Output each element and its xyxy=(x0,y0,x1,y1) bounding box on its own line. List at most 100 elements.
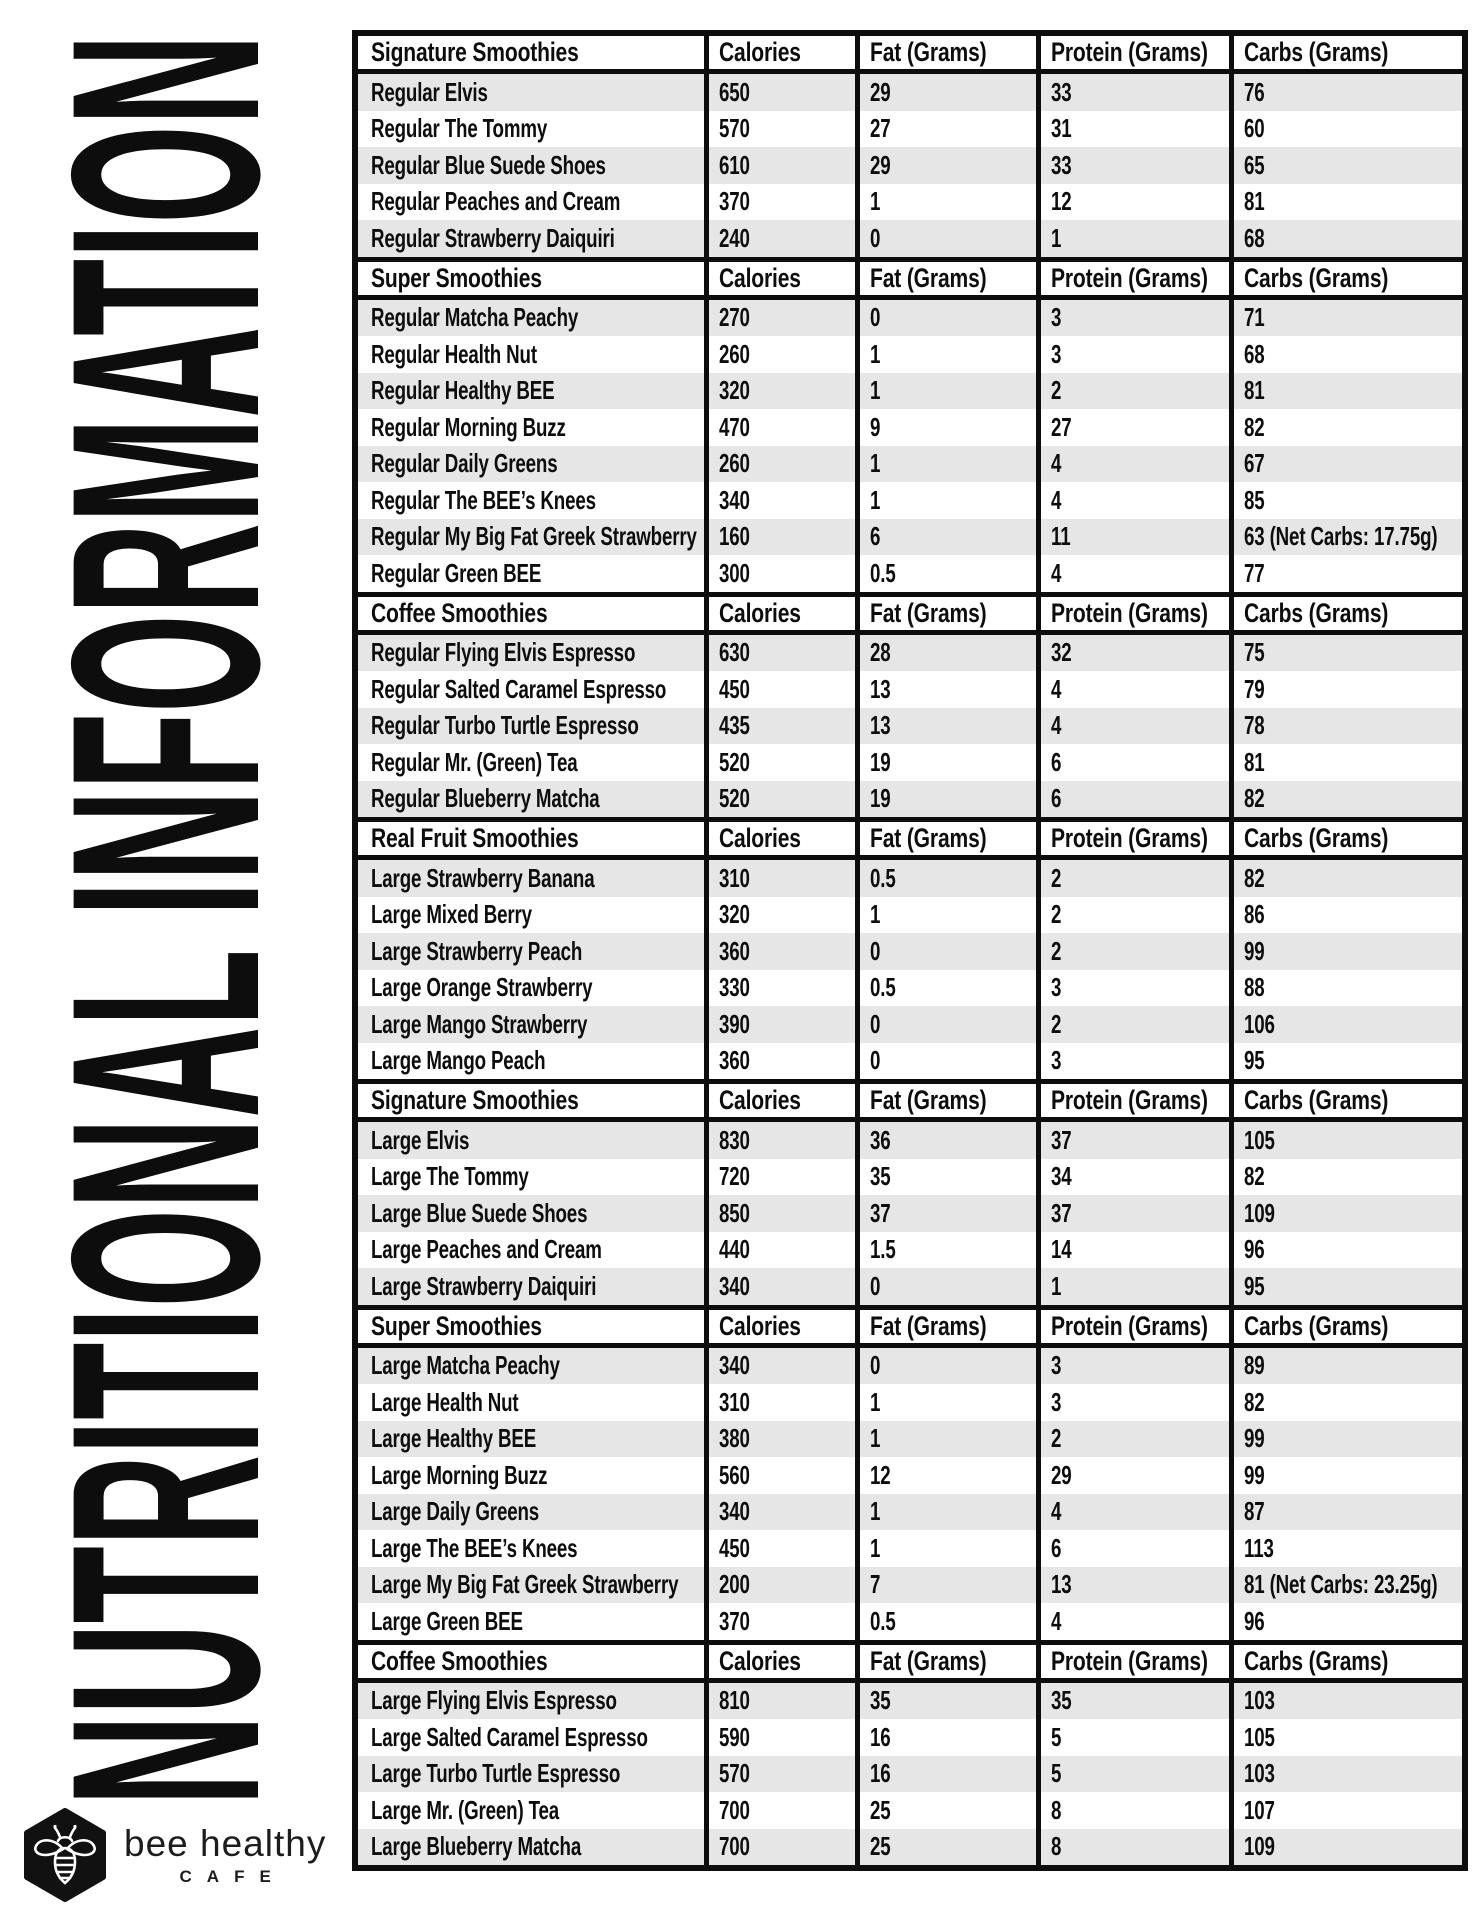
cell-text: 82 xyxy=(1244,411,1265,442)
column-header-cell: Calories xyxy=(704,36,855,69)
item-cell: Large Mr. (Green) Tea xyxy=(358,1792,704,1829)
fat-cell: 12 xyxy=(855,1457,1036,1494)
data-row: Regular Salted Caramel Espresso 450 13 4 79 xyxy=(358,671,1462,708)
column-header-cell: Protein (Grams) xyxy=(1036,1309,1229,1343)
calories-cell: 520 xyxy=(704,744,855,781)
fat-cell: 1.5 xyxy=(855,1231,1036,1268)
cell-text: Large Elvis xyxy=(371,1124,470,1155)
cell-text: 29 xyxy=(870,76,891,107)
cell-text: 390 xyxy=(719,1008,750,1039)
cell-text: 700 xyxy=(719,1831,750,1862)
item-cell: Regular Green BEE xyxy=(358,555,704,592)
cell-text: Regular Mr. (Green) Tea xyxy=(371,746,578,777)
carbs-cell: 96 xyxy=(1229,1231,1462,1268)
protein-cell: 2 xyxy=(1036,860,1229,897)
protein-cell: 29 xyxy=(1036,1457,1229,1494)
cell-text: 340 xyxy=(719,484,750,515)
data-row: Large Daily Greens 340 1 4 87 xyxy=(358,1493,1462,1530)
carbs-cell: 105 xyxy=(1229,1719,1462,1756)
header-label: Fat (Grams) xyxy=(870,262,987,293)
item-cell: Regular Blueberry Matcha xyxy=(358,781,704,818)
calories-cell: 360 xyxy=(704,933,855,970)
cell-text: 720 xyxy=(719,1161,750,1192)
protein-cell: 4 xyxy=(1036,445,1229,482)
cell-text: 35 xyxy=(870,1685,891,1716)
section-header-row: Signature Smoothies Calories Fat (Grams) Pr… xyxy=(358,1079,1462,1122)
carbs-cell: 79 xyxy=(1229,671,1462,708)
cell-text: Regular Matcha Peachy xyxy=(371,302,579,333)
fat-cell: 35 xyxy=(855,1158,1036,1195)
cell-text: 7 xyxy=(870,1569,881,1600)
cell-text: 2 xyxy=(1051,899,1062,930)
fat-cell: 27 xyxy=(855,110,1036,147)
cell-text: 3 xyxy=(1051,1386,1062,1417)
table-section: Coffee Smoothies Calories Fat (Grams) Prote… xyxy=(358,1639,1462,1865)
protein-cell: 5 xyxy=(1036,1755,1229,1792)
fat-cell: 25 xyxy=(855,1792,1036,1829)
column-header-cell: Carbs (Grams) xyxy=(1229,261,1462,295)
data-row: Large Mr. (Green) Tea 700 25 8 107 xyxy=(358,1792,1462,1829)
cell-text: 2 xyxy=(1051,1008,1062,1039)
item-cell: Large Health Nut xyxy=(358,1384,704,1421)
header-label: Signature Smoothies xyxy=(371,1085,579,1115)
carbs-cell: 113 xyxy=(1229,1530,1462,1567)
cell-text: 37 xyxy=(1051,1197,1072,1228)
fat-cell: 0 xyxy=(855,220,1036,257)
calories-cell: 330 xyxy=(704,969,855,1006)
cell-text: 570 xyxy=(719,1758,750,1789)
calories-cell: 320 xyxy=(704,372,855,409)
cell-text: 77 xyxy=(1244,557,1265,588)
cell-text: 450 xyxy=(719,1532,750,1563)
fat-cell: 9 xyxy=(855,409,1036,446)
protein-cell: 8 xyxy=(1036,1828,1229,1865)
cell-text: 3 xyxy=(1051,338,1062,369)
cell-text: 105 xyxy=(1244,1124,1275,1155)
fat-cell: 0 xyxy=(855,299,1036,336)
header-label: Super Smoothies xyxy=(371,262,542,293)
cell-text: Large Green BEE xyxy=(371,1605,523,1636)
calories-cell: 360 xyxy=(704,1042,855,1079)
cell-text: Regular Peaches and Cream xyxy=(371,186,621,217)
cell-text: Regular Health Nut xyxy=(371,338,537,369)
cell-text: 520 xyxy=(719,746,750,777)
fat-cell: 0 xyxy=(855,933,1036,970)
data-row: Large Strawberry Banana 310 0.5 2 82 xyxy=(358,860,1462,897)
protein-cell: 3 xyxy=(1036,1042,1229,1079)
cell-text: 109 xyxy=(1244,1197,1275,1228)
cell-text: Large Turbo Turtle Espresso xyxy=(371,1758,621,1789)
column-header-cell: Calories xyxy=(704,822,855,855)
cell-text: Regular Blueberry Matcha xyxy=(371,783,600,814)
data-row: Large Strawberry Daiquiri 340 0 1 95 xyxy=(358,1268,1462,1305)
nutrition-table: Signature Smoothies Calories Fat (Grams) Pr… xyxy=(352,30,1468,1871)
calories-cell: 700 xyxy=(704,1792,855,1829)
cell-text: Large Orange Strawberry xyxy=(371,972,593,1003)
header-label: Protein (Grams) xyxy=(1051,1085,1208,1115)
cell-text: Large Mr. (Green) Tea xyxy=(371,1794,560,1825)
cell-text: 34 xyxy=(1051,1161,1072,1192)
carbs-cell: 106 xyxy=(1229,1006,1462,1043)
carbs-cell: 103 xyxy=(1229,1682,1462,1719)
data-row: Large Flying Elvis Espresso 810 35 35 103 xyxy=(358,1682,1462,1719)
item-cell: Regular Matcha Peachy xyxy=(358,300,704,337)
protein-cell: 11 xyxy=(1036,518,1229,555)
calories-cell: 440 xyxy=(704,1231,855,1268)
cell-text: 13 xyxy=(870,710,891,741)
cell-text: 105 xyxy=(1244,1721,1275,1752)
section-header-row: Super Smoothies Calories Fat (Grams) Protei… xyxy=(358,1304,1462,1348)
cell-text: Large Matcha Peachy xyxy=(371,1350,560,1381)
header-label: Signature Smoothies xyxy=(371,37,579,67)
calories-cell: 340 xyxy=(704,1347,855,1384)
fat-cell: 0.5 xyxy=(855,860,1036,897)
column-header-cell: Fat (Grams) xyxy=(855,822,1036,855)
cell-text: 81 (Net Carbs: 23.25g) xyxy=(1244,1569,1438,1600)
cell-text: Large Strawberry Banana xyxy=(371,862,595,893)
section-title-cell: Super Smoothies xyxy=(358,1310,704,1343)
calories-cell: 630 xyxy=(704,634,855,671)
protein-cell: 33 xyxy=(1036,147,1229,184)
cell-text: 31 xyxy=(1051,113,1072,144)
calories-cell: 720 xyxy=(704,1158,855,1195)
fat-cell: 7 xyxy=(855,1566,1036,1603)
cell-text: 27 xyxy=(870,113,891,144)
cell-text: 99 xyxy=(1244,935,1265,966)
